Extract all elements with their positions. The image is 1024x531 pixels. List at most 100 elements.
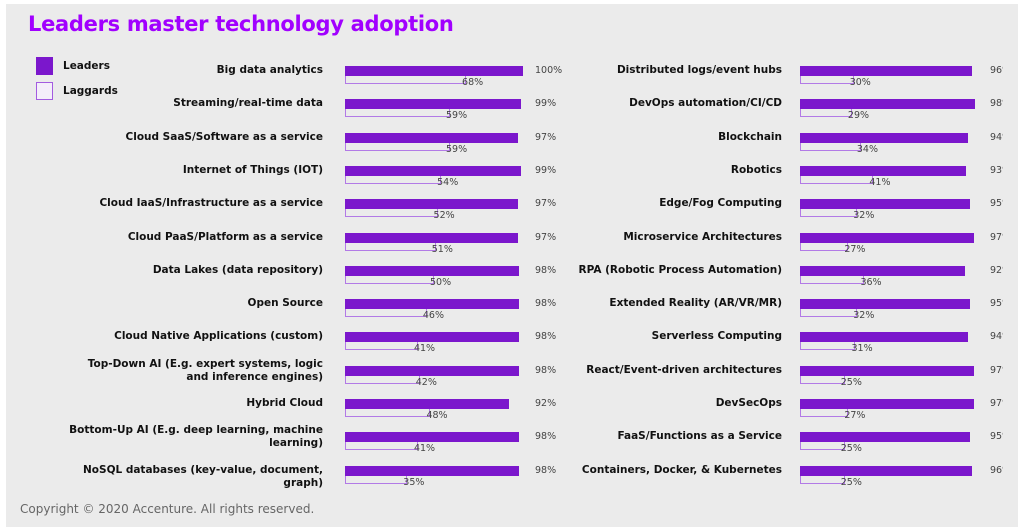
data-label-leaders: 98% <box>535 464 557 476</box>
data-label-laggards: 50% <box>430 276 452 288</box>
data-label-laggards: 41% <box>869 176 891 188</box>
bar-leaders <box>345 332 520 343</box>
data-label-laggards: 30% <box>849 77 871 88</box>
data-label-leaders: 98% <box>535 331 557 343</box>
data-label-laggards: 25% <box>840 443 862 455</box>
category-label: Internet of Things (IOT) <box>182 163 323 176</box>
data-label-leaders: 97% <box>535 131 557 143</box>
bar-laggards <box>800 475 845 484</box>
data-label-leaders: 97% <box>990 231 1003 243</box>
bar-leaders <box>345 265 520 276</box>
bar-laggards <box>345 309 427 318</box>
bar-leaders <box>800 332 969 343</box>
legend-leaders: Leaders <box>36 57 110 75</box>
bar-leaders <box>800 432 971 443</box>
category-label: DevSecOps <box>715 397 782 409</box>
chart-area: Big data analytics 100% 68% Streaming/real-… <box>6 4 1003 527</box>
chart-title: Leaders master technology adoption <box>28 12 454 36</box>
data-label-laggards: 29% <box>847 110 870 122</box>
data-label-laggards: 32% <box>853 310 875 322</box>
data-label-laggards: 59% <box>446 110 468 122</box>
bar-laggards <box>345 242 436 251</box>
bar-laggards <box>345 275 434 284</box>
copyright: Copyright © 2020 Accenture. All rights r… <box>20 502 315 516</box>
data-label-leaders: 98% <box>535 298 557 310</box>
bar-laggards <box>800 109 852 118</box>
data-label-leaders: 97% <box>535 198 557 210</box>
bar-laggards <box>345 175 442 184</box>
category-label: Hybrid Cloud <box>246 397 323 409</box>
data-label-leaders: 93% <box>990 164 1003 176</box>
bar-leaders <box>800 165 967 176</box>
data-label-laggards: 51% <box>431 243 453 255</box>
data-label-leaders: 98% <box>535 431 557 443</box>
legend-label-leaders: Leaders <box>63 60 110 72</box>
data-label-laggards: 59% <box>446 143 468 155</box>
bar-laggards <box>800 442 845 451</box>
data-label-leaders: 98% <box>990 98 1003 110</box>
category-label: Cloud IaaS/Infrastructure as a service <box>99 197 323 210</box>
bar-laggards <box>345 76 467 84</box>
bar-leaders <box>345 432 520 443</box>
data-label-laggards: 41% <box>413 443 436 455</box>
bar-leaders <box>345 232 518 243</box>
bar-laggards <box>345 109 451 118</box>
bar-leaders <box>345 299 520 310</box>
data-label-leaders: 96% <box>990 464 1003 476</box>
bar-leaders <box>800 299 971 310</box>
data-label-leaders: 92% <box>535 398 557 409</box>
bar-leaders <box>345 465 520 476</box>
category-label: Edge/Fog Computing <box>659 197 782 210</box>
data-label-leaders: 98% <box>535 264 557 276</box>
category-label: NoSQL databases (key-value, document, gr… <box>83 463 323 489</box>
data-label-leaders: 94% <box>990 131 1003 143</box>
data-label-leaders: 97% <box>535 231 557 243</box>
bar-leaders <box>800 399 974 409</box>
bar-leaders <box>345 99 522 110</box>
bar-leaders <box>800 66 972 76</box>
data-label-laggards: 48% <box>426 410 448 421</box>
data-label-leaders: 97% <box>990 364 1003 376</box>
data-label-leaders: 96% <box>990 65 1003 76</box>
data-label-laggards: 35% <box>403 476 425 488</box>
category-label: Top-Down AI (E.g. expert systems, logic … <box>87 357 323 383</box>
category-label: Bottom-Up AI (E.g. deep learning, machin… <box>69 424 323 450</box>
bar-laggards <box>345 442 418 451</box>
data-label-laggards: 54% <box>437 176 459 188</box>
category-label: Extended Reality (AR/VR/MR) <box>609 297 782 310</box>
category-label: Cloud SaaS/Software as a service <box>125 130 323 143</box>
bar-leaders <box>800 99 976 110</box>
data-label-laggards: 41% <box>413 343 436 355</box>
category-label: Microservice Architectures <box>623 230 782 243</box>
bar-leaders <box>345 66 523 76</box>
data-label-leaders: 98% <box>535 364 557 376</box>
data-label-laggards: 32% <box>853 210 875 222</box>
legend-label-laggards: Laggards <box>63 85 118 97</box>
bar-laggards <box>345 475 408 484</box>
category-label: Serverless Computing <box>651 330 782 343</box>
bar-laggards <box>800 375 845 384</box>
category-label: Streaming/real-time data <box>173 97 323 110</box>
bar-laggards <box>345 342 418 351</box>
bar-leaders <box>800 465 972 476</box>
category-label: Open Source <box>247 297 323 310</box>
data-label-leaders: 99% <box>535 98 557 110</box>
slide: Leaders master technology adoption Leade… <box>6 4 1018 527</box>
category-label: FaaS/Functions as a Service <box>617 430 782 443</box>
data-label-laggards: 25% <box>840 376 862 388</box>
legend-swatch-leaders <box>36 57 53 75</box>
category-label: Data Lakes (data repository) <box>152 263 323 276</box>
data-label-laggards: 25% <box>840 476 862 488</box>
data-label-leaders: 92% <box>990 264 1003 276</box>
data-label-laggards: 36% <box>860 276 882 288</box>
data-label-laggards: 42% <box>415 376 437 388</box>
bar-laggards <box>800 209 858 218</box>
category-label: Distributed logs/event hubs <box>616 64 782 76</box>
bar-leaders <box>345 132 518 143</box>
bar-laggards <box>800 242 849 251</box>
data-label-leaders: 100% <box>535 65 563 76</box>
bar-leaders <box>345 165 522 176</box>
bar-leaders <box>800 265 965 276</box>
data-label-laggards: 52% <box>433 210 455 222</box>
bar-leaders <box>800 132 969 143</box>
